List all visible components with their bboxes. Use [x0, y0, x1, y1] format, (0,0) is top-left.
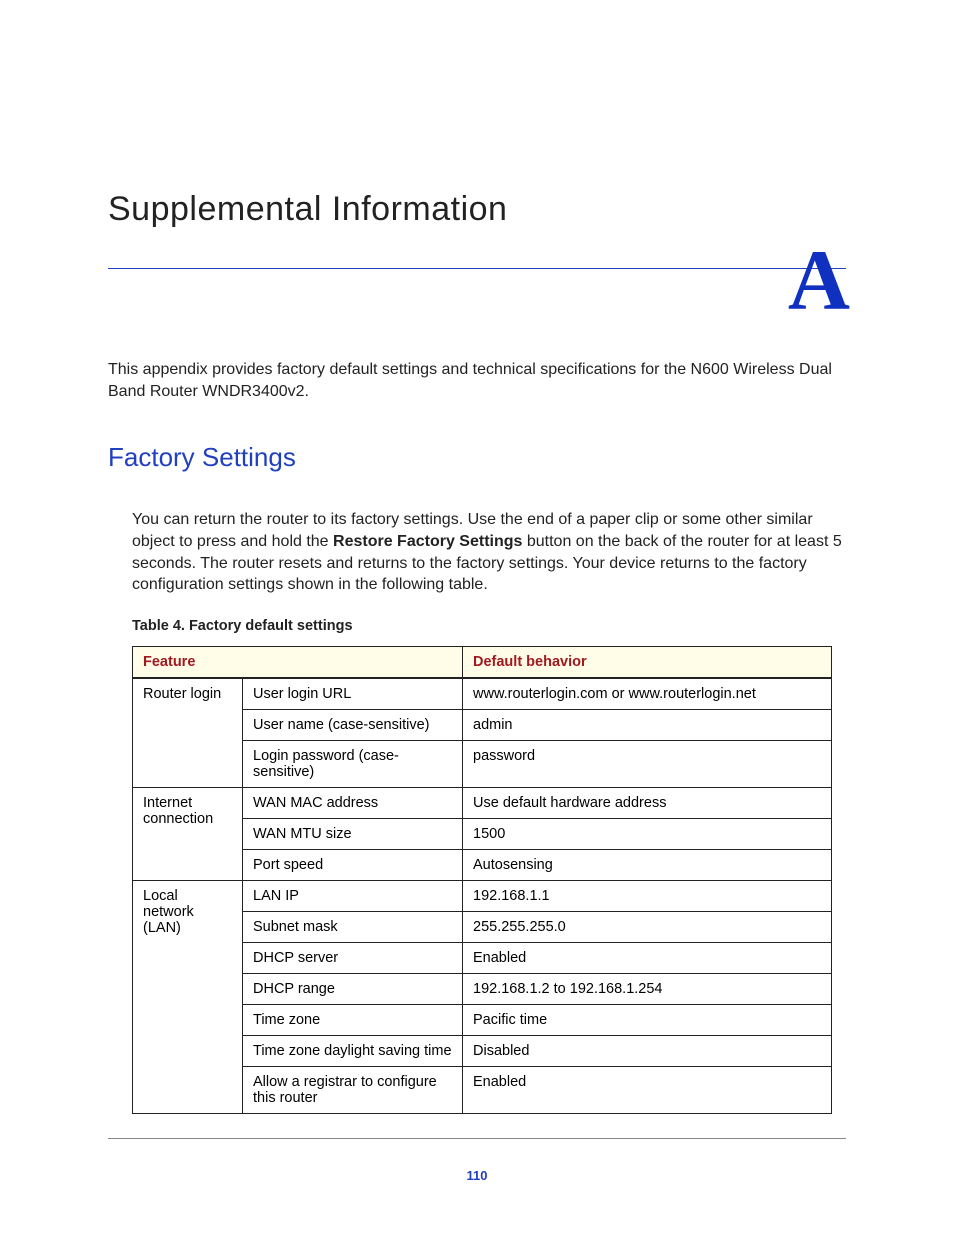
table-feature-cell: Port speed — [243, 849, 463, 880]
table-feature-cell: Time zone daylight saving time — [243, 1035, 463, 1066]
table-group-cell: Local network (LAN) — [133, 880, 243, 1113]
table-behavior-cell: Enabled — [463, 942, 832, 973]
table-behavior-cell: password — [463, 740, 832, 787]
table-feature-cell: User name (case-sensitive) — [243, 709, 463, 740]
intro-paragraph: This appendix provides factory default s… — [108, 359, 846, 402]
table-caption: Table 4. Factory default settings — [132, 618, 846, 634]
appendix-letter: A — [788, 250, 850, 310]
document-page: Supplemental Information A This appendix… — [0, 0, 954, 1235]
table-row: Internet connectionWAN MAC addressUse de… — [133, 787, 832, 818]
table-behavior-cell: Enabled — [463, 1066, 832, 1113]
table-feature-cell: DHCP server — [243, 942, 463, 973]
page-number: 110 — [0, 1168, 954, 1183]
section-heading-factory-settings: Factory Settings — [108, 442, 846, 473]
table-feature-cell: Allow a registrar to configure this rout… — [243, 1066, 463, 1113]
table-behavior-cell: Pacific time — [463, 1004, 832, 1035]
table-feature-cell: Login password (case-sensitive) — [243, 740, 463, 787]
table-row: Local network (LAN)LAN IP192.168.1.1 — [133, 880, 832, 911]
body-text-bold: Restore Factory Settings — [333, 533, 522, 550]
table-behavior-cell: 192.168.1.1 — [463, 880, 832, 911]
body-paragraph: You can return the router to its factory… — [132, 509, 846, 595]
table-behavior-cell: admin — [463, 709, 832, 740]
table-behavior-cell: 192.168.1.2 to 192.168.1.254 — [463, 973, 832, 1004]
table-group-cell: Router login — [133, 678, 243, 788]
table-body: Router loginUser login URLwww.routerlogi… — [133, 678, 832, 1114]
table-feature-cell: WAN MTU size — [243, 818, 463, 849]
page-title: Supplemental Information — [108, 190, 507, 229]
table-feature-cell: LAN IP — [243, 880, 463, 911]
page-header: Supplemental Information A — [108, 190, 846, 269]
table-group-cell: Internet connection — [133, 787, 243, 880]
table-feature-cell: Subnet mask — [243, 911, 463, 942]
table-behavior-cell: Use default hardware address — [463, 787, 832, 818]
footer-rule — [108, 1138, 846, 1139]
table-feature-cell: WAN MAC address — [243, 787, 463, 818]
table-feature-cell: User login URL — [243, 678, 463, 710]
table-row: Router loginUser login URLwww.routerlogi… — [133, 678, 832, 710]
table-header-feature: Feature — [133, 646, 463, 678]
table-feature-cell: Time zone — [243, 1004, 463, 1035]
factory-settings-table: Feature Default behavior Router loginUse… — [132, 646, 832, 1114]
table-behavior-cell: Disabled — [463, 1035, 832, 1066]
table-behavior-cell: Autosensing — [463, 849, 832, 880]
table-header-row: Feature Default behavior — [133, 646, 832, 678]
table-feature-cell: DHCP range — [243, 973, 463, 1004]
table-header-behavior: Default behavior — [463, 646, 832, 678]
table-behavior-cell: 255.255.255.0 — [463, 911, 832, 942]
table-behavior-cell: www.routerlogin.com or www.routerlogin.n… — [463, 678, 832, 710]
table-behavior-cell: 1500 — [463, 818, 832, 849]
